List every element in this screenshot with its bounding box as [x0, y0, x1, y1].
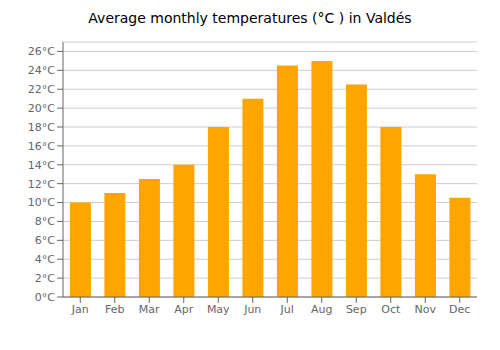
svg-text:Jul: Jul [280, 303, 294, 316]
svg-text:Apr: Apr [174, 303, 194, 316]
html-text:Average monthly temperatures (: Average monthly temperatures (°C ) in Va… [88, 10, 412, 26]
svg-text:20°C: 20°C [28, 102, 55, 115]
svg-text:Mar: Mar [139, 303, 160, 316]
svg-text:2°C: 2°C [35, 272, 55, 285]
svg-text:Jun: Jun [243, 303, 261, 316]
svg-text:Dec: Dec [449, 303, 470, 316]
svg-text:0°C: 0°C [35, 291, 55, 304]
svg-text:8°C: 8°C [35, 215, 55, 228]
svg-text:10°C: 10°C [28, 196, 55, 209]
svg-text:Aug: Aug [311, 303, 332, 316]
svg-text:Nov: Nov [415, 303, 437, 316]
svg-text:Jan: Jan [71, 303, 89, 316]
svg-text:May: May [207, 303, 230, 316]
svg-text:16°C: 16°C [28, 140, 55, 153]
svg-text:12°C: 12°C [28, 178, 55, 191]
svg-text:4°C: 4°C [35, 253, 55, 266]
svg-text:22°C: 22°C [28, 83, 55, 96]
svg-text:26°C: 26°C [28, 45, 55, 58]
svg-text:Sep: Sep [346, 303, 367, 316]
svg-text:6°C: 6°C [35, 234, 55, 247]
svg-text:24°C: 24°C [28, 64, 55, 77]
svg-text:14°C: 14°C [28, 159, 55, 172]
svg-text:Oct: Oct [381, 303, 401, 316]
svg-text:Feb: Feb [105, 303, 124, 316]
svg-text:18°C: 18°C [28, 121, 55, 134]
